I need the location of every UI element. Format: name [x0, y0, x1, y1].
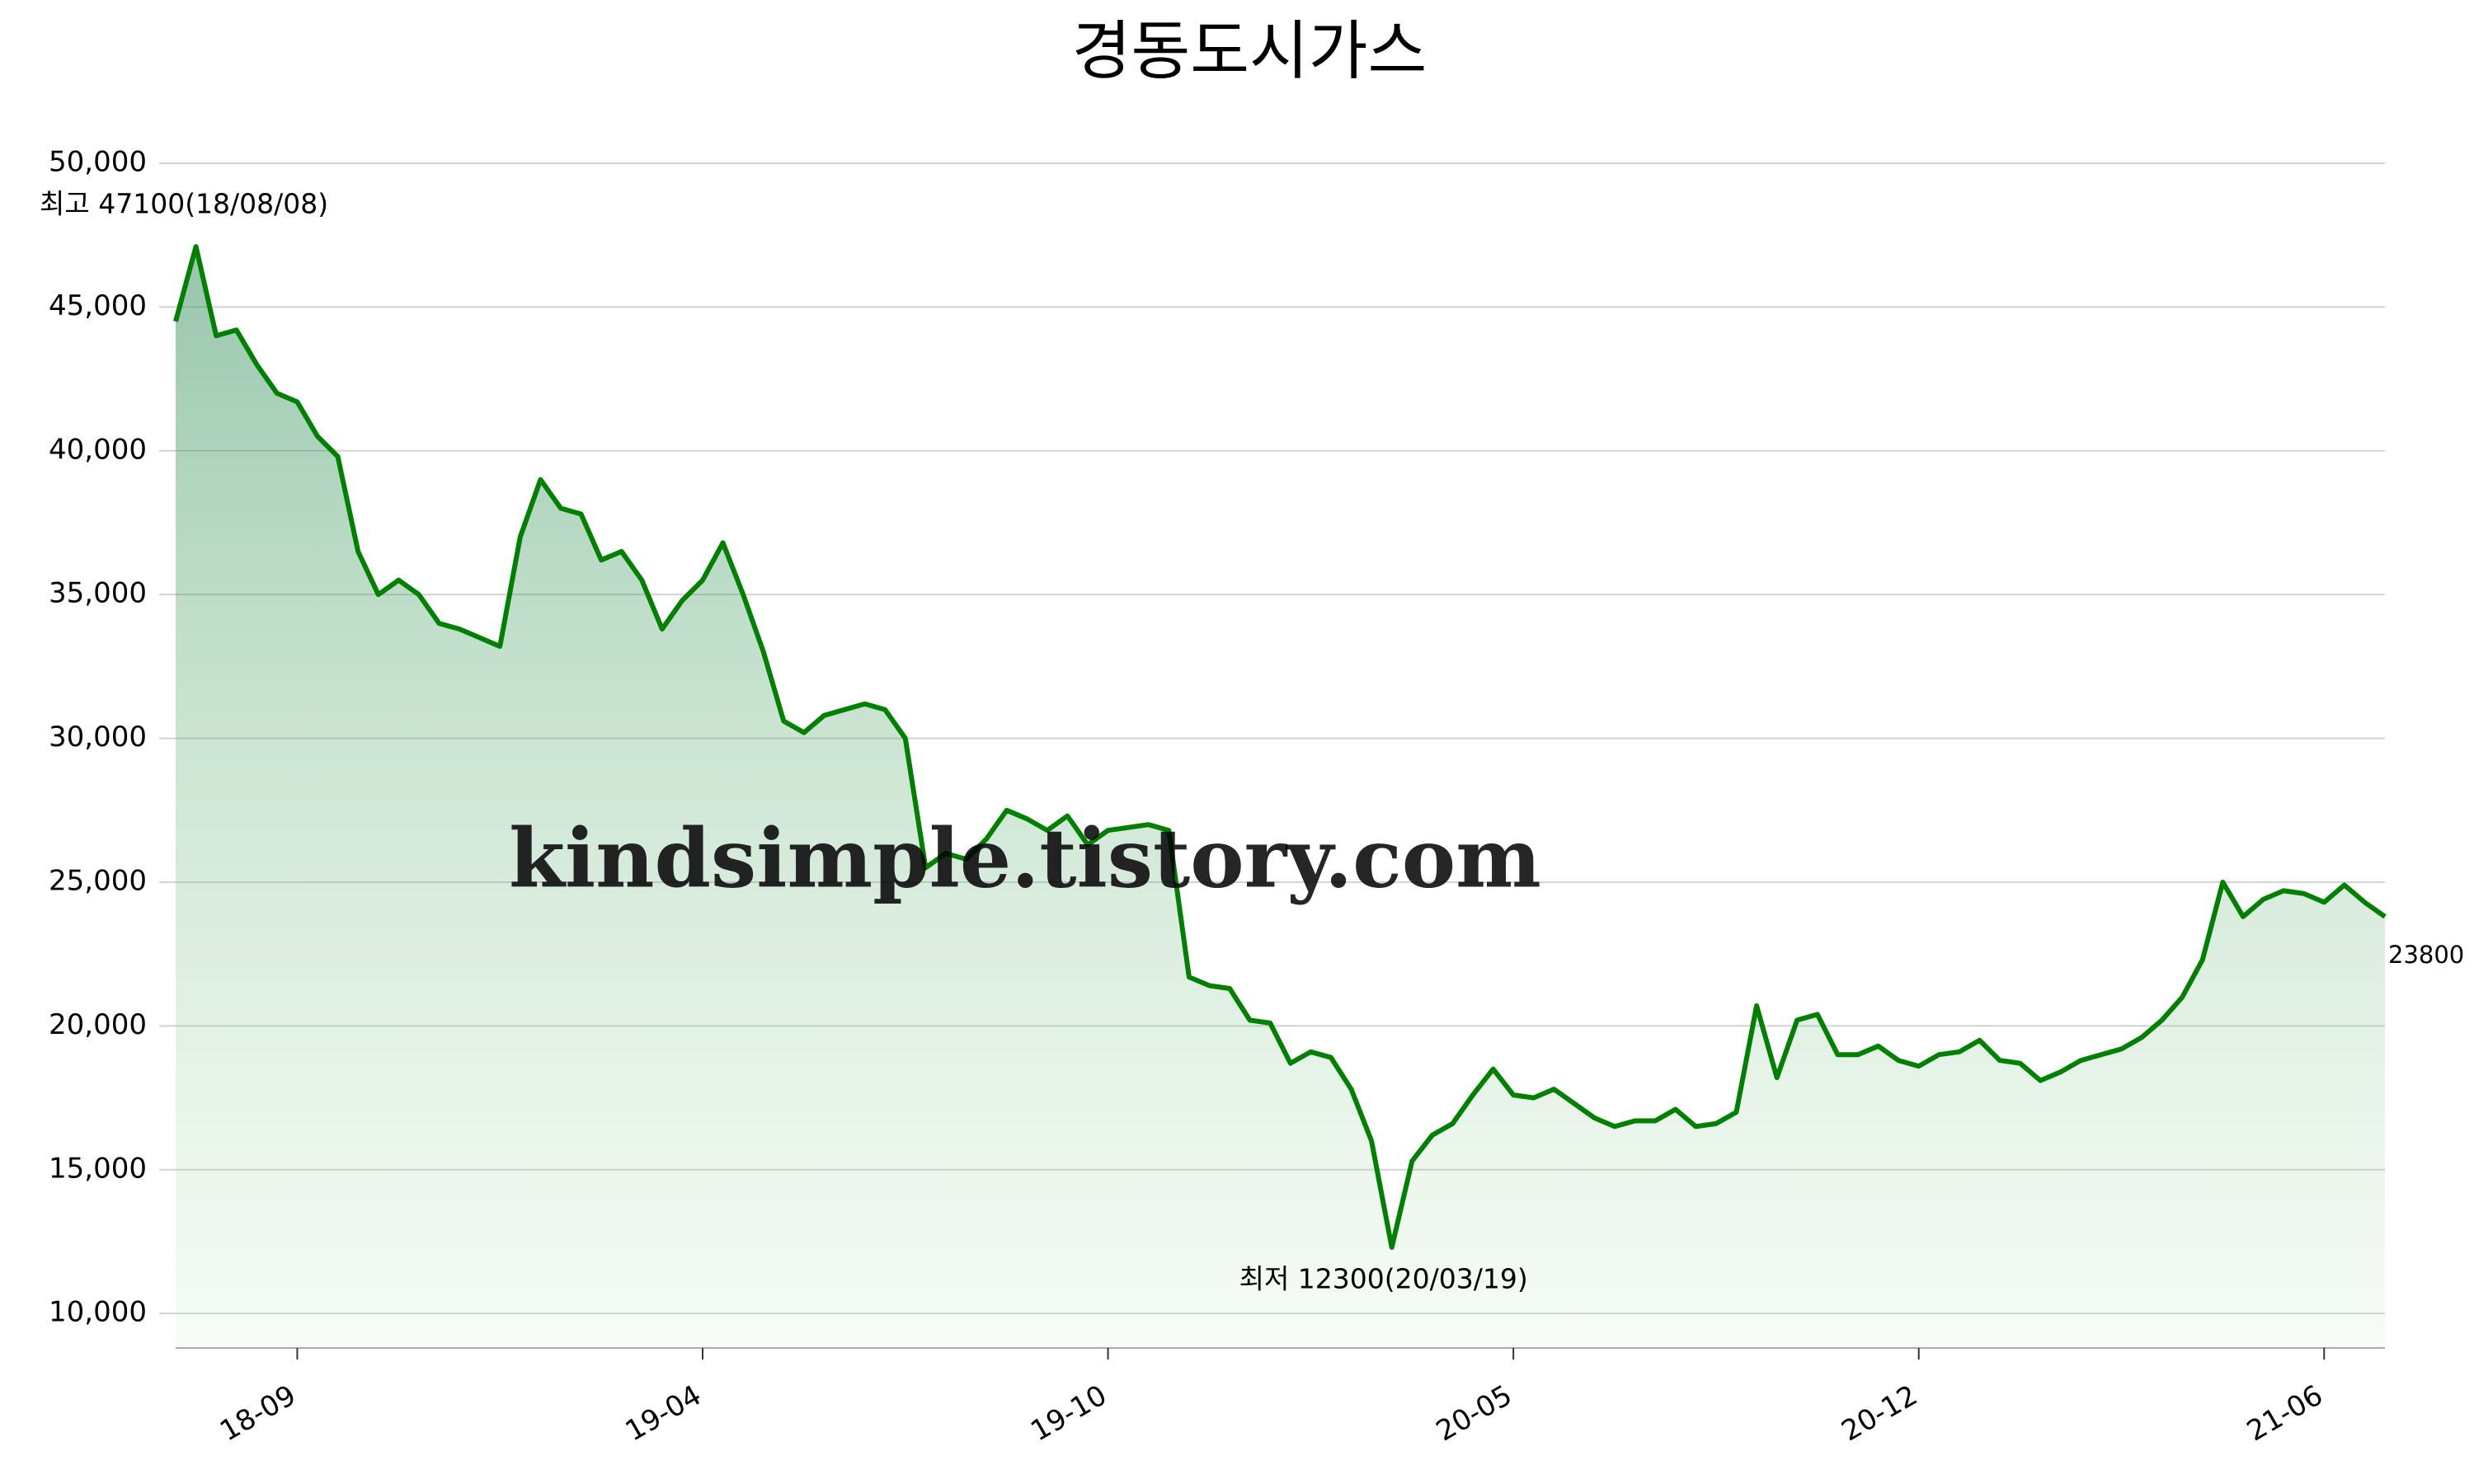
min-annotation: 최저 12300(20/03/19)	[1239, 1262, 1528, 1294]
last-value-label: 23800	[2388, 941, 2464, 969]
y-tick-label: 50,000	[49, 146, 147, 179]
y-tick-label: 20,000	[49, 1008, 147, 1041]
y-tick-label: 30,000	[49, 721, 147, 754]
y-tick-label: 45,000	[49, 289, 147, 322]
x-tick-label: 19-04	[620, 1378, 708, 1448]
price-line	[173, 244, 2387, 1250]
y-tick-label: 25,000	[49, 864, 147, 897]
y-tick-label: 15,000	[49, 1152, 147, 1185]
area-fill	[176, 247, 2385, 1349]
x-tick-label: 20-05	[1431, 1378, 1518, 1448]
y-tick-label: 35,000	[49, 577, 147, 610]
x-tick-label: 21-06	[2241, 1378, 2329, 1448]
max-annotation: 최고 47100(18/08/08)	[40, 188, 328, 220]
x-tick-label: 19-10	[1025, 1378, 1112, 1448]
x-tick-label: 18-09	[214, 1378, 302, 1448]
y-tick-label: 10,000	[49, 1296, 147, 1329]
watermark: kindsimple.tistory.com	[509, 811, 1541, 906]
chart-title: 경동도시가스	[1072, 14, 1427, 88]
y-tick-label: 40,000	[49, 433, 147, 466]
x-tick-label: 20-12	[1836, 1378, 1923, 1448]
